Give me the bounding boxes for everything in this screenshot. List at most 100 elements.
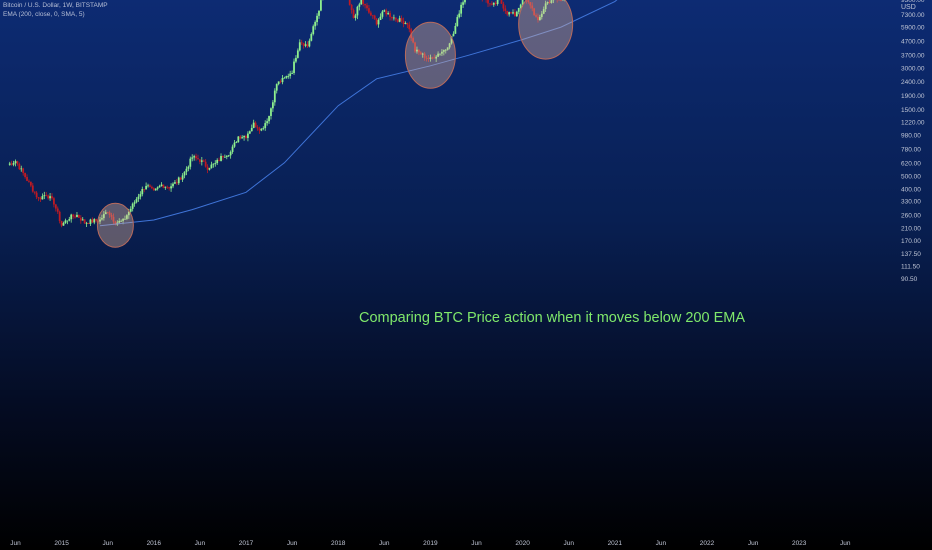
- price-scale-label: 1220.00: [901, 120, 925, 127]
- candle-body: [514, 12, 516, 17]
- price-scale[interactable]: USD117000.0093000.0073000.0058000.004600…: [897, 0, 932, 283]
- candle-body: [191, 157, 194, 159]
- candle-body: [419, 52, 422, 55]
- candle-body: [177, 177, 180, 184]
- candle-body: [79, 217, 82, 221]
- candle-body: [298, 42, 301, 51]
- candle-body: [264, 123, 267, 129]
- time-axis-label: 2019: [423, 540, 438, 547]
- symbol-label[interactable]: Bitcoin / U.S. Dollar, 1W, BITSTAMP: [3, 2, 108, 9]
- price-scale-label: 9300.00: [901, 0, 925, 4]
- candle-body: [87, 222, 90, 224]
- candle-body: [548, 2, 551, 3]
- candle-body: [162, 184, 165, 188]
- candle-body: [544, 3, 547, 10]
- candle-body: [506, 10, 509, 15]
- candle-body: [241, 137, 244, 139]
- candle-body: [250, 127, 253, 132]
- candle-body: [271, 102, 274, 109]
- candle-body: [416, 49, 418, 52]
- price-scale-label: 260.00: [901, 213, 921, 220]
- candle-body: [350, 4, 353, 11]
- candle-body: [204, 161, 207, 167]
- candle-body: [492, 2, 495, 5]
- candle-body: [437, 53, 439, 57]
- candle-body: [212, 163, 215, 165]
- candle-body: [8, 163, 11, 165]
- candle-body: [404, 22, 407, 25]
- candle-body: [521, 0, 524, 5]
- candle-body: [279, 81, 282, 83]
- candle-body: [172, 183, 174, 187]
- candle-body: [206, 166, 209, 170]
- candle-body: [222, 155, 224, 158]
- candle-body: [122, 219, 124, 221]
- candle-body: [281, 78, 284, 83]
- candle-body: [216, 159, 219, 164]
- candle-body: [540, 13, 543, 18]
- candle-body: [406, 22, 409, 25]
- candle-body: [235, 142, 238, 143]
- candle-body: [375, 18, 378, 25]
- candle-body: [108, 212, 111, 215]
- candle-body: [260, 128, 263, 131]
- candle-body: [137, 196, 140, 200]
- candle-body: [515, 11, 518, 17]
- candle-body: [208, 168, 211, 170]
- candle-body: [145, 185, 148, 190]
- candle-body: [494, 2, 497, 4]
- candle-body: [112, 216, 115, 222]
- price-scale-label: 3700.00: [901, 53, 925, 60]
- candle-body: [362, 0, 365, 4]
- candle-body: [202, 160, 205, 162]
- indicator-label[interactable]: EMA (200, close, 0, SMA, 5): [3, 10, 85, 18]
- candle-body: [464, 0, 466, 3]
- candle-body: [277, 81, 280, 85]
- candle-body: [168, 187, 171, 189]
- candle-body: [233, 142, 236, 147]
- candle-body: [285, 76, 288, 78]
- time-axis-label: Jun: [471, 540, 482, 547]
- chart-legend: Bitcoin / U.S. Dollar, 1W, BITSTAMP EMA …: [3, 2, 108, 19]
- candle-body: [512, 12, 514, 14]
- candle-body: [490, 3, 493, 5]
- candle-body: [101, 218, 103, 220]
- candle-body: [220, 155, 222, 161]
- candle-body: [312, 26, 315, 34]
- candle-body: [58, 211, 61, 222]
- candle-body: [141, 189, 144, 195]
- candle-body: [22, 168, 25, 173]
- price-scale-label: 1900.00: [901, 93, 925, 100]
- annotation-text[interactable]: Comparing BTC Price action when it moves…: [359, 310, 745, 326]
- price-scale-label: 137.50: [901, 251, 921, 258]
- candle-body: [289, 73, 292, 76]
- candle-body: [150, 186, 153, 189]
- candle-body: [99, 219, 101, 222]
- highlight-circle: [404, 21, 456, 89]
- candle-body: [417, 49, 420, 53]
- price-scale-label: 5900.00: [901, 25, 925, 32]
- candle-body: [35, 192, 38, 198]
- candle-body: [364, 3, 366, 6]
- candle-body: [110, 214, 113, 217]
- candle-body: [293, 61, 295, 73]
- time-axis-label: 2022: [700, 540, 715, 547]
- candle-body: [435, 56, 438, 59]
- candle-body: [120, 220, 123, 222]
- candle-body: [126, 215, 128, 219]
- candle-body: [442, 50, 445, 52]
- time-axis-label: Jun: [195, 540, 206, 547]
- candle-body: [72, 214, 75, 217]
- candle-body: [446, 47, 449, 50]
- time-axis[interactable]: Jun 2015 Jun 2016 Jun 2017 Jun 2018 Jun 2019 Jun 20…: [10, 540, 851, 547]
- candle-body: [28, 180, 30, 182]
- candle-body: [373, 15, 376, 19]
- candle-body: [429, 57, 432, 59]
- candle-body: [456, 17, 459, 26]
- candle-body: [214, 163, 217, 164]
- candle-body: [227, 155, 230, 157]
- candle-body: [166, 186, 169, 188]
- candle-body: [68, 219, 71, 221]
